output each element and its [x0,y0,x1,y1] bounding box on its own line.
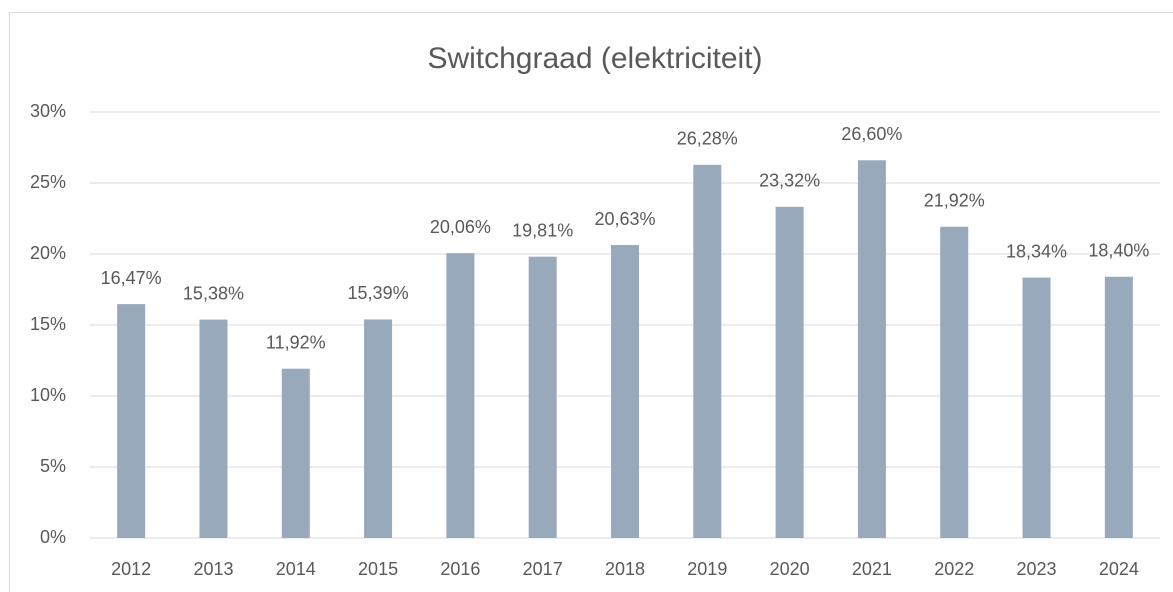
y-tick-label: 0% [40,527,66,547]
data-label: 23,32% [759,171,820,191]
bar [693,164,722,538]
bar [775,206,804,538]
y-tick-label: 20% [30,243,66,263]
y-tick-label: 10% [30,385,66,405]
x-tick-label: 2013 [193,559,233,579]
x-tick-label: 2024 [1099,559,1139,579]
data-label: 15,38% [183,283,244,303]
y-tick-label: 15% [30,314,66,334]
data-label: 20,63% [594,209,655,229]
data-label: 16,47% [101,268,162,288]
data-label: 15,39% [348,283,409,303]
x-tick-label: 2022 [934,559,974,579]
x-tick-label: 2021 [852,559,892,579]
bar [611,245,639,538]
x-tick-label: 2015 [358,559,398,579]
x-tick-label: 2012 [111,559,151,579]
x-tick-label: 2014 [276,559,316,579]
x-tick-label: 2018 [605,559,645,579]
chart-border [9,12,1173,592]
data-label: 19,81% [512,220,573,240]
bar [364,319,393,538]
data-label: 18,34% [1006,241,1067,261]
bar [281,368,310,538]
bar [446,253,475,538]
bar [1104,276,1133,538]
x-tick-label: 2016 [440,559,480,579]
data-label: 11,92% [266,332,326,352]
x-tick-label: 2019 [687,559,727,579]
bar [857,160,886,538]
bar [1022,277,1051,538]
data-label: 20,06% [430,217,491,237]
bar [940,226,969,538]
bar [528,256,557,538]
data-label: 18,40% [1088,240,1149,260]
x-tick-label: 2023 [1017,559,1057,579]
data-label: 26,28% [677,129,738,149]
data-label: 21,92% [924,190,985,210]
y-tick-label: 5% [40,456,66,476]
x-tick-label: 2017 [523,559,563,579]
x-tick-label: 2020 [770,559,810,579]
y-tick-label: 30% [30,101,66,121]
bar [117,304,146,538]
bar [199,319,228,538]
y-tick-label: 25% [30,172,66,192]
chart-title: Switchgraad (elektriciteit) [427,42,762,75]
data-label: 26,60% [841,124,902,144]
